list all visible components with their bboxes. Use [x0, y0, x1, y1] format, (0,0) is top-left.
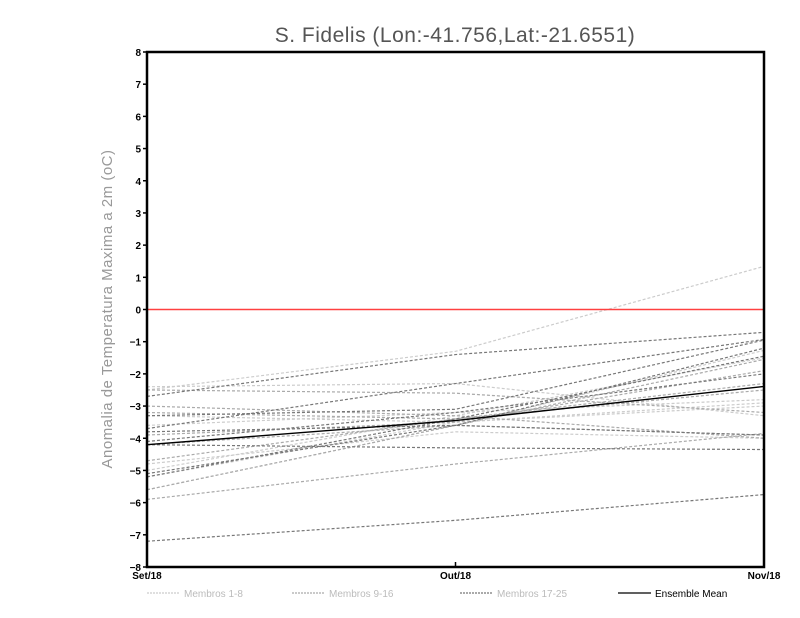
member-line-3: [146, 382, 765, 417]
y-tick-label: 1: [135, 273, 141, 284]
y-tick-label: 7: [135, 80, 141, 91]
member-line-20: [146, 347, 765, 475]
member-line-11: [146, 432, 765, 501]
member-line-9: [146, 389, 765, 414]
y-tick-label: 5: [135, 145, 141, 156]
member-line-22: [146, 339, 765, 417]
y-tick-label: −6: [130, 499, 142, 510]
member-line-7: [146, 399, 765, 426]
legend-label: Ensemble Mean: [655, 589, 727, 600]
member-line-17: [146, 331, 765, 398]
member-line-12: [146, 389, 765, 420]
member-line-21: [146, 444, 765, 451]
y-tick-label: 8: [135, 48, 141, 59]
member-line-24: [146, 424, 765, 436]
x-tick-label: Set/18: [132, 571, 162, 582]
y-tick-label: 0: [135, 306, 141, 317]
member-line-25: [146, 373, 765, 443]
member-line-5: [146, 405, 765, 423]
series-layer: [146, 265, 765, 542]
legend-label: Membros 17-25: [497, 589, 567, 600]
x-ticks: Set/18 Out/18 Nov/18: [132, 562, 781, 582]
y-tick-label: 3: [135, 209, 141, 220]
y-tick-label: −5: [130, 466, 142, 477]
y-ticks: −8 −7 −6 −5 −4 −3 −2 −1 0 1 2 3 4 5 6 7 8: [130, 48, 147, 574]
member-line-16: [146, 358, 765, 491]
y-tick-label: −1: [130, 338, 142, 349]
y-tick-label: −4: [130, 434, 142, 445]
member-line-18: [146, 493, 765, 542]
y-axis-label: Anomalia de Temperatura Maxima a 2m (oC): [99, 149, 116, 468]
y-tick-label: −2: [130, 370, 142, 381]
chart-title: S. Fidelis (Lon:-41.756,Lat:-21.6551): [275, 24, 636, 47]
x-tick-label: Out/18: [440, 571, 472, 582]
member-line-13: [146, 370, 765, 436]
x-tick-label: Nov/18: [748, 571, 781, 582]
member-line-23: [146, 355, 765, 478]
member-line-14: [146, 382, 765, 462]
y-tick-label: −7: [130, 531, 142, 542]
y-tick-label: 2: [135, 241, 141, 252]
member-line-10: [146, 424, 765, 446]
member-line-19: [146, 338, 765, 430]
member-line-15: [146, 405, 765, 439]
legend-label: Membros 1-8: [184, 589, 243, 600]
ensemble-mean-line: [146, 385, 765, 446]
legend: Membros 1-8 Membros 9-16 Membros 17-25 Ense…: [147, 589, 727, 600]
y-tick-label: 6: [135, 112, 141, 123]
y-tick-label: −8: [130, 563, 142, 574]
member-line-6: [146, 431, 765, 465]
member-line-4: [146, 357, 765, 472]
member-line-1: [146, 265, 765, 391]
legend-label: Membros 9-16: [329, 589, 394, 600]
y-tick-label: 4: [135, 177, 141, 188]
y-tick-label: −3: [130, 402, 142, 413]
